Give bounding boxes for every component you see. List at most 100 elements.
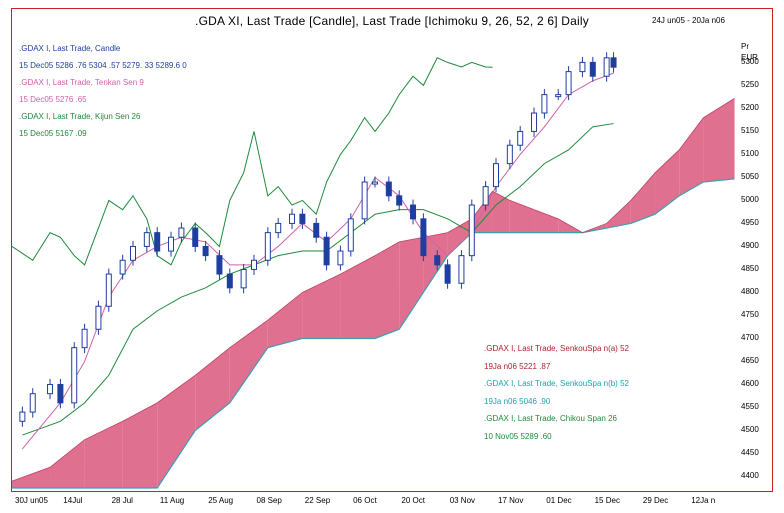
tenkan-sen-line [21,72,614,450]
y-tick-label: 5300 [741,57,759,67]
legend-entry: .GDAX I, Last Trade, Kijun Sen 26 [19,112,141,121]
legend-entry: .GDAX I, Last Trade, SenkouSpa n(b) 52 [484,379,629,388]
candle-body [130,245,136,261]
x-tick-label: 14Jul [63,496,83,505]
x-tick-label: 29 Dec [642,496,669,505]
candle-body [493,163,499,188]
x-tick-label: 11 Aug [159,496,185,505]
candle-body [289,213,296,224]
cloud-segment [195,347,230,431]
candle-body [565,71,572,96]
legend-entry: 15 Dec05 5286 .76 5304 .57 5279. 33 5289… [19,61,187,70]
x-tick-label: 06 Oct [353,496,377,505]
candle-body [482,186,489,206]
x-tick-label: 08 Sep [256,496,282,505]
candle-body [216,255,223,275]
y-tick-label: 4600 [741,379,759,389]
x-tick-label: 17 Nov [498,496,524,505]
candle-body [347,218,354,252]
candle-body [240,268,247,289]
candle-body [385,181,392,197]
y-tick-label: 5100 [741,149,759,159]
candle-body [506,144,513,165]
cloud-segment [399,237,424,330]
cloud-segment [122,402,158,488]
cloud-segment [157,375,196,488]
senkou-span-b-line [12,178,735,489]
candle-body [119,259,126,275]
candle-body [251,259,257,270]
candle-body [178,227,185,238]
candle-body [468,204,475,257]
cloud-segment [703,98,735,183]
candle-body [168,236,175,252]
legend-entry: 10 Nov05 5289 .60 [484,431,552,441]
y-tick-label: 4500 [741,425,759,435]
senkou-span-a-line [11,98,735,482]
legend-entry: .GDAX I, Last Trade, Candle [19,44,121,53]
legend-entry: .GDAX I, Last Trade, SenkouSpa n(a) 52 [484,344,629,353]
cloud-segment [655,149,680,215]
legend-entry: 15 Dec05 5167 .09 [19,129,87,138]
candle-body [47,383,54,395]
cloud-segment [50,439,85,488]
y-tick-label: 4900 [741,241,759,251]
candle-body [264,232,271,261]
candle-body [323,236,330,266]
y-tick-label: 5200 [741,103,759,113]
legend-entry: 19Ja n06 5221 .87 [484,361,551,371]
legend-entry: .GDAX I, Last Trade, Chikou Span 26 [484,414,617,423]
chart-title: .GDA XI, Last Trade [Candle], Last Trade… [195,14,589,28]
candle-body [396,195,403,206]
cloud-segment [630,172,656,224]
candle-body [19,411,26,422]
cloud-segment [492,191,510,233]
cloud-segment [534,209,559,233]
cloud-segment [340,255,375,339]
candle-body [361,181,368,220]
candle-body [579,61,586,73]
y-tick-label: 4800 [741,287,759,297]
candle-body [81,328,88,349]
candle-body [154,232,161,252]
candle-body [192,227,199,247]
y-tick-label: 4700 [741,333,759,343]
y-tick-label: 4650 [741,356,759,366]
cloud-segment [229,320,268,403]
chikou-span-line [11,57,493,266]
x-tick-label: 20 Oct [401,496,425,505]
y-tick-label: 4450 [741,448,759,458]
candle-body [458,255,465,284]
candle-body [29,393,36,413]
chart-frame [11,8,773,492]
candle-body [71,347,78,404]
candle-body [202,245,209,257]
y-tick-label: 4950 [741,218,759,228]
y-tick-label: 5150 [741,126,759,136]
candle-body [434,255,441,266]
candle-body [57,383,64,404]
candle-body [337,250,344,266]
x-tick-label: 15 Dec [594,496,620,505]
y-tick-label: 5000 [741,195,759,205]
candle-body [610,57,617,68]
cloud-segment [302,274,341,339]
candle-body [143,232,150,247]
candle-body [420,218,427,257]
cloud-segment [375,241,400,339]
x-tick-label: 28 Jul [111,496,133,505]
candle-body [531,112,538,132]
y-axis-unit-line1: Pr [741,42,749,51]
y-axis-unit-line2: EUR [741,53,758,62]
candle-body [299,213,306,224]
legend-entry: .GDAX I, Last Trade, Tenkan Sen 9 [19,78,144,87]
candle-body [95,305,102,330]
cloud-segment [84,421,123,488]
cloud-segment [509,200,535,233]
y-tick-label: 4750 [741,310,759,320]
candle-body [410,204,417,220]
x-tick-label: 25 Aug [208,496,234,505]
candle-body [226,273,233,289]
candle-body [603,57,610,77]
